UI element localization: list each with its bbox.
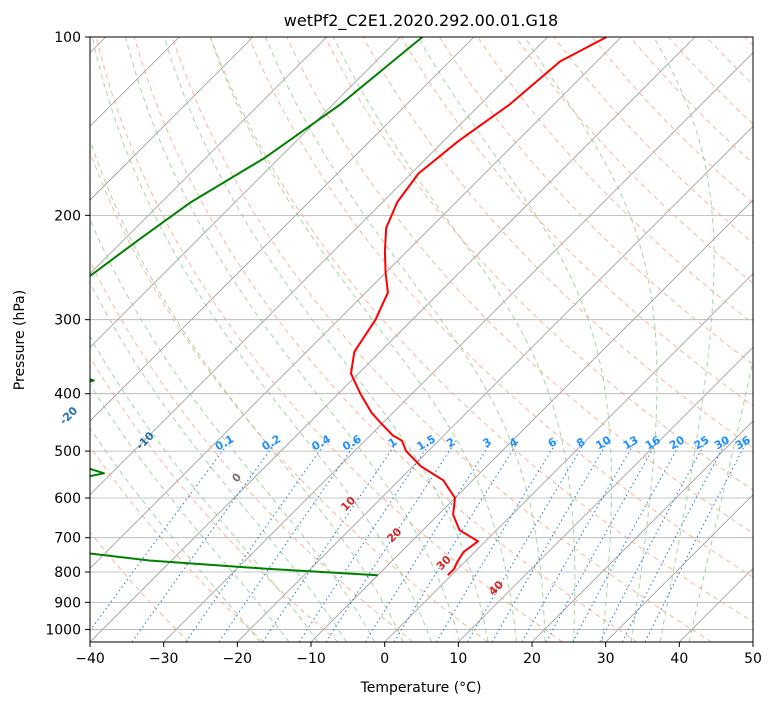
dry-adiabat-line: [248, 37, 753, 578]
dry-adiabat-line: [286, 37, 753, 534]
x-tick-label: 10: [449, 651, 467, 667]
y-tick-label: 700: [54, 531, 81, 547]
dry-adiabat-line: [90, 150, 488, 642]
mixing-ratio-line: [298, 440, 432, 642]
y-tick-label: 1000: [45, 622, 81, 638]
y-tick-label: 800: [54, 565, 81, 581]
mixing-ratio-line: [467, 440, 587, 642]
y-tick-label: 300: [54, 313, 81, 329]
dry-adiabat-line: [400, 37, 753, 407]
dry-adiabat-line: [438, 37, 753, 366]
dry-adiabat-line: [90, 259, 414, 642]
moist-adiabat-line: [653, 37, 715, 642]
x-axis-label: Temperature (°C): [360, 680, 482, 696]
mixing-ratio-line: [491, 440, 609, 642]
isotherm-line: [90, 37, 622, 569]
y-axis: 100 200 300 400 500 600 700 800 900 1000: [45, 30, 90, 638]
x-tick-label: −10: [296, 651, 326, 667]
mixing-ratio-line: [521, 440, 637, 642]
dry-adiabat-line: [171, 37, 712, 642]
isotherm-line: [90, 37, 401, 348]
y-axis-label: Pressure (hPa): [12, 290, 28, 390]
isotherm-line: [90, 37, 475, 422]
mixing-ratio-line: [621, 440, 728, 642]
moist-adiabat-line: [125, 37, 461, 642]
x-tick-label: −40: [75, 651, 105, 667]
isotherm-line: [605, 494, 753, 642]
dry-adiabat-line: [90, 445, 264, 642]
isotherm-line: [90, 37, 254, 201]
mixing-ratio-line: [185, 440, 328, 642]
y-tick-label: 400: [54, 387, 81, 403]
dry-adiabat-line: [210, 37, 753, 623]
mixing-ratio-line: [599, 440, 707, 642]
y-tick-label: 900: [54, 595, 81, 611]
x-tick-label: 40: [670, 651, 688, 667]
mixing-ratio-line: [364, 440, 493, 642]
isotherm-line: [237, 125, 753, 642]
moist-adiabat-line: [209, 37, 517, 642]
mixing-ratio-line: [545, 440, 659, 642]
x-tick-label: 0: [380, 651, 389, 667]
dry-adiabat-line: [95, 37, 563, 642]
moist-adiabat-line: [90, 335, 319, 642]
y-tick-label: 600: [54, 491, 81, 507]
x-tick-label: 20: [523, 651, 541, 667]
mixing-ratio-line: [572, 440, 683, 642]
moist-adiabat-line: [90, 427, 261, 642]
isotherm-line: [163, 52, 753, 642]
x-axis: −40 −30 −20 −10 0 10 20 30 40 50: [75, 642, 762, 667]
moist-adiabat-line: [90, 217, 376, 642]
isotherm-line: [384, 273, 753, 642]
moist-adiabat-line: [90, 383, 290, 642]
x-tick-label: 30: [597, 651, 615, 667]
isotherm-line: [90, 37, 696, 642]
mixing-ratio-line: [644, 440, 748, 642]
dry-adiabat-line: [90, 531, 190, 642]
temperature-line: [350, 37, 608, 576]
mixing-ratio-line: [393, 440, 520, 642]
plot-frame: [89, 36, 754, 643]
dry-adiabat-line: [515, 37, 753, 284]
isotherm-line: [90, 37, 548, 496]
x-tick-label: −20: [223, 651, 253, 667]
series-layer: [90, 37, 608, 577]
isotherm-line: [458, 346, 753, 642]
y-tick-label: 200: [54, 208, 81, 224]
y-tick-label: 500: [54, 444, 81, 460]
mixing-ratio-line: [435, 440, 558, 642]
moist-adiabat-line: [417, 37, 612, 642]
x-tick-label: 50: [744, 651, 762, 667]
moist-adiabat-line: [163, 37, 489, 642]
moist-adiabat-line: [90, 138, 404, 642]
moist-adiabat-line: [91, 37, 432, 642]
chart-title: wetPf2_C2E1.2020.292.00.01.G18: [284, 11, 558, 31]
moist-adiabat-line: [524, 37, 658, 642]
y-tick-label: 100: [54, 30, 81, 46]
isotherm-line: [531, 420, 753, 642]
moist-adiabat-line: [265, 37, 546, 642]
mixing-ratio-line: [131, 440, 278, 642]
isotherm-line: [90, 37, 327, 275]
background-lines: [90, 37, 753, 642]
x-tick-label: −30: [149, 651, 179, 667]
moist-adiabat-line: [332, 37, 576, 642]
